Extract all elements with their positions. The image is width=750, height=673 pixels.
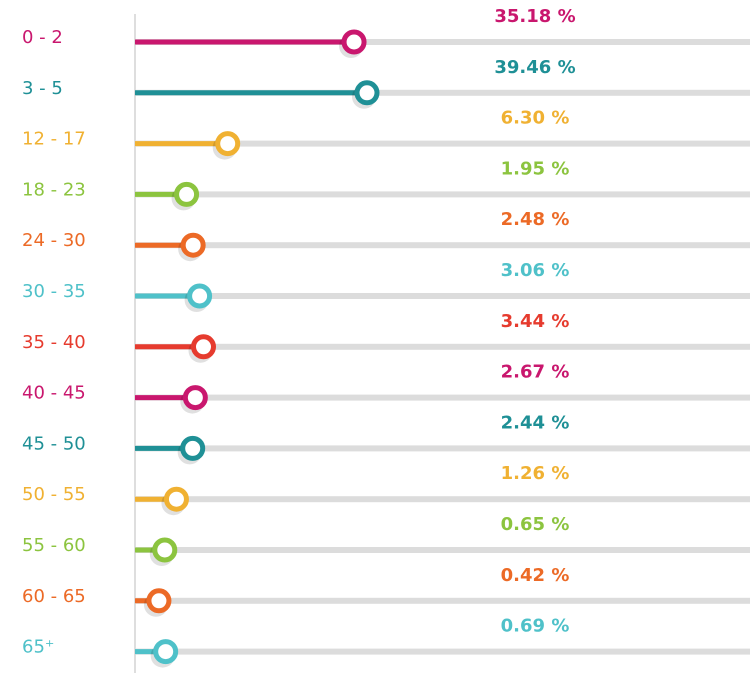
value-label: 1.95 %	[501, 158, 570, 179]
marker	[190, 334, 216, 360]
value-label: 0.65 %	[501, 514, 570, 535]
value-label: 39.46 %	[494, 57, 575, 78]
category-label: 0 - 2	[22, 27, 63, 48]
value-label: 0.69 %	[501, 616, 570, 637]
track	[135, 89, 750, 96]
track	[135, 242, 750, 249]
track	[135, 445, 750, 452]
marker	[182, 385, 208, 411]
track	[135, 597, 750, 604]
category-label: 30 - 35	[22, 281, 86, 302]
marker	[187, 283, 213, 309]
marker	[215, 131, 241, 157]
track	[135, 394, 750, 401]
category-label: 18 - 23	[22, 179, 86, 200]
track	[135, 293, 750, 299]
marker	[153, 639, 179, 665]
category-label: 65⁺	[22, 637, 54, 658]
track	[135, 39, 750, 45]
category-label: 55 - 60	[22, 535, 86, 556]
marker	[152, 537, 178, 563]
value-label: 3.06 %	[501, 260, 570, 281]
category-label: 12 - 17	[22, 129, 86, 150]
category-label: 24 - 30	[22, 230, 86, 251]
marker	[341, 29, 367, 55]
marker	[354, 80, 380, 106]
category-label: 3 - 5	[22, 78, 63, 99]
marker	[180, 232, 206, 258]
track	[135, 547, 750, 553]
value-label: 1.26 %	[501, 463, 570, 484]
track	[135, 140, 750, 147]
value-label: 2.44 %	[501, 412, 570, 433]
value-label: 2.67 %	[501, 362, 570, 383]
marker	[146, 588, 172, 614]
value-label: 2.48 %	[501, 209, 570, 230]
value-label: 6.30 %	[501, 108, 570, 129]
value-label: 3.44 %	[501, 311, 570, 332]
marker	[174, 181, 200, 207]
track	[135, 648, 750, 655]
category-label: 35 - 40	[22, 332, 86, 353]
category-label: 60 - 65	[22, 586, 86, 607]
category-label: 45 - 50	[22, 433, 86, 454]
category-label: 40 - 45	[22, 383, 86, 404]
track	[135, 191, 750, 198]
marker	[163, 486, 189, 512]
marker	[180, 435, 206, 461]
category-label: 50 - 55	[22, 484, 86, 505]
value-label: 35.18 %	[494, 6, 575, 27]
value-label: 0.42 %	[501, 565, 570, 586]
track	[135, 496, 750, 503]
track	[135, 343, 750, 350]
